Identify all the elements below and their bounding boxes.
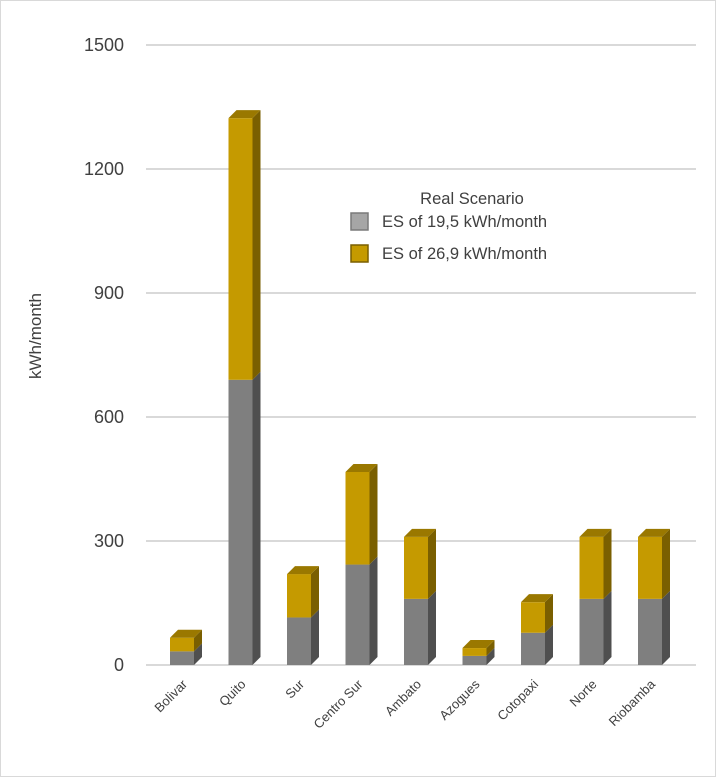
bar-side-face <box>252 110 261 380</box>
bar-front-face <box>638 536 662 599</box>
bar-side-face <box>311 609 319 665</box>
y-tick-label: 300 <box>94 531 124 551</box>
y-tick-label: 900 <box>94 283 124 303</box>
x-tick-label: Centro Sur <box>311 676 367 732</box>
x-tick-label: Bolivar <box>151 676 190 715</box>
x-tick-label: Sur <box>282 676 307 701</box>
bar-side-face <box>428 528 436 599</box>
bar-front-face <box>521 632 545 665</box>
bar-front-face <box>521 602 545 633</box>
bar-top-face <box>170 629 202 638</box>
bar-side-face <box>662 590 670 665</box>
bar-top-face <box>345 463 378 472</box>
bar-side-face <box>194 629 202 652</box>
bar-side-face <box>662 528 670 599</box>
bar-segment <box>404 590 436 665</box>
bar-top-face <box>579 528 612 537</box>
bar-segment <box>521 594 553 633</box>
bar-segment <box>638 528 670 599</box>
bar-segment <box>287 609 319 665</box>
bar-side-face <box>428 590 436 665</box>
y-axis-label: kWh/month <box>26 293 45 379</box>
bar-front-face <box>228 379 253 665</box>
bar-segment <box>228 110 261 380</box>
bar-segment <box>579 590 612 665</box>
bar-side-face <box>603 590 612 665</box>
bar-front-face <box>404 536 428 599</box>
x-tick-label: Cotopaxi <box>494 676 541 723</box>
x-tick-label: Norte <box>567 677 600 710</box>
bar-segment <box>462 647 495 665</box>
bar-side-face <box>369 556 378 665</box>
bar-top-face <box>521 594 553 603</box>
bar-side-face <box>369 463 378 565</box>
y-tick-label: 1500 <box>84 35 124 55</box>
x-tick-label: Quito <box>216 677 249 710</box>
bar-segment <box>287 566 319 618</box>
bar-segment <box>462 640 495 656</box>
x-axis-ticks: Bolivar Quito Sur Centro Sur Ambato Azogues Co… <box>151 676 658 732</box>
bar-segment <box>170 629 202 652</box>
bar-side-face <box>486 640 495 656</box>
bar-front-face <box>579 598 604 665</box>
bar-front-face <box>345 471 370 565</box>
bar-front-face <box>228 118 253 380</box>
bar-front-face <box>287 617 311 665</box>
bar-segment <box>345 463 378 565</box>
bar-top-face <box>638 528 670 537</box>
bar-front-face <box>579 536 604 599</box>
y-axis-ticks: 0 300 600 900 1200 1500 <box>84 35 124 675</box>
bar-front-face <box>170 637 194 652</box>
bar-front-face <box>462 655 487 665</box>
bar-front-face <box>638 598 662 665</box>
legend-label-series-1: ES of 19,5 kWh/month <box>382 213 547 231</box>
bar-segment <box>521 624 553 665</box>
bar-side-face <box>252 371 261 665</box>
bar-front-face <box>404 598 428 665</box>
x-tick-label: Azogues <box>436 676 483 723</box>
bar-side-face <box>311 566 319 618</box>
legend-swatch-series-1 <box>350 212 369 231</box>
bar-front-face <box>345 564 370 665</box>
bar-segment <box>228 371 261 665</box>
bar-top-face <box>404 528 436 537</box>
bar-segment <box>579 528 612 599</box>
bar-side-face <box>194 643 202 665</box>
y-tick-label: 1200 <box>84 159 124 179</box>
bar-segment <box>170 643 202 665</box>
x-tick-label: Riobamba <box>606 676 659 729</box>
legend-label-series-2: ES of 26,9 kWh/month <box>382 245 547 263</box>
bar-top-face <box>462 640 495 649</box>
bar-top-face <box>228 110 261 119</box>
bar-top-face <box>287 566 319 575</box>
bar-segment <box>345 556 378 665</box>
bar-segment <box>638 590 670 665</box>
x-tick-label: Ambato <box>382 677 424 719</box>
legend: Real Scenario ES of 19,5 kWh/month ES of… <box>350 190 547 263</box>
legend-title: Real Scenario <box>420 190 524 208</box>
y-tick-label: 600 <box>94 407 124 427</box>
y-tick-label: 0 <box>114 655 124 675</box>
bars <box>170 110 670 665</box>
bar-segment <box>404 528 436 599</box>
bar-side-face <box>603 528 612 599</box>
bar-front-face <box>170 651 194 665</box>
bar-side-face <box>486 647 495 665</box>
bar-front-face <box>462 648 487 656</box>
legend-swatch-series-2 <box>350 244 369 263</box>
bar-side-face <box>545 594 553 633</box>
bar-front-face <box>287 574 311 618</box>
bar-side-face <box>545 624 553 665</box>
